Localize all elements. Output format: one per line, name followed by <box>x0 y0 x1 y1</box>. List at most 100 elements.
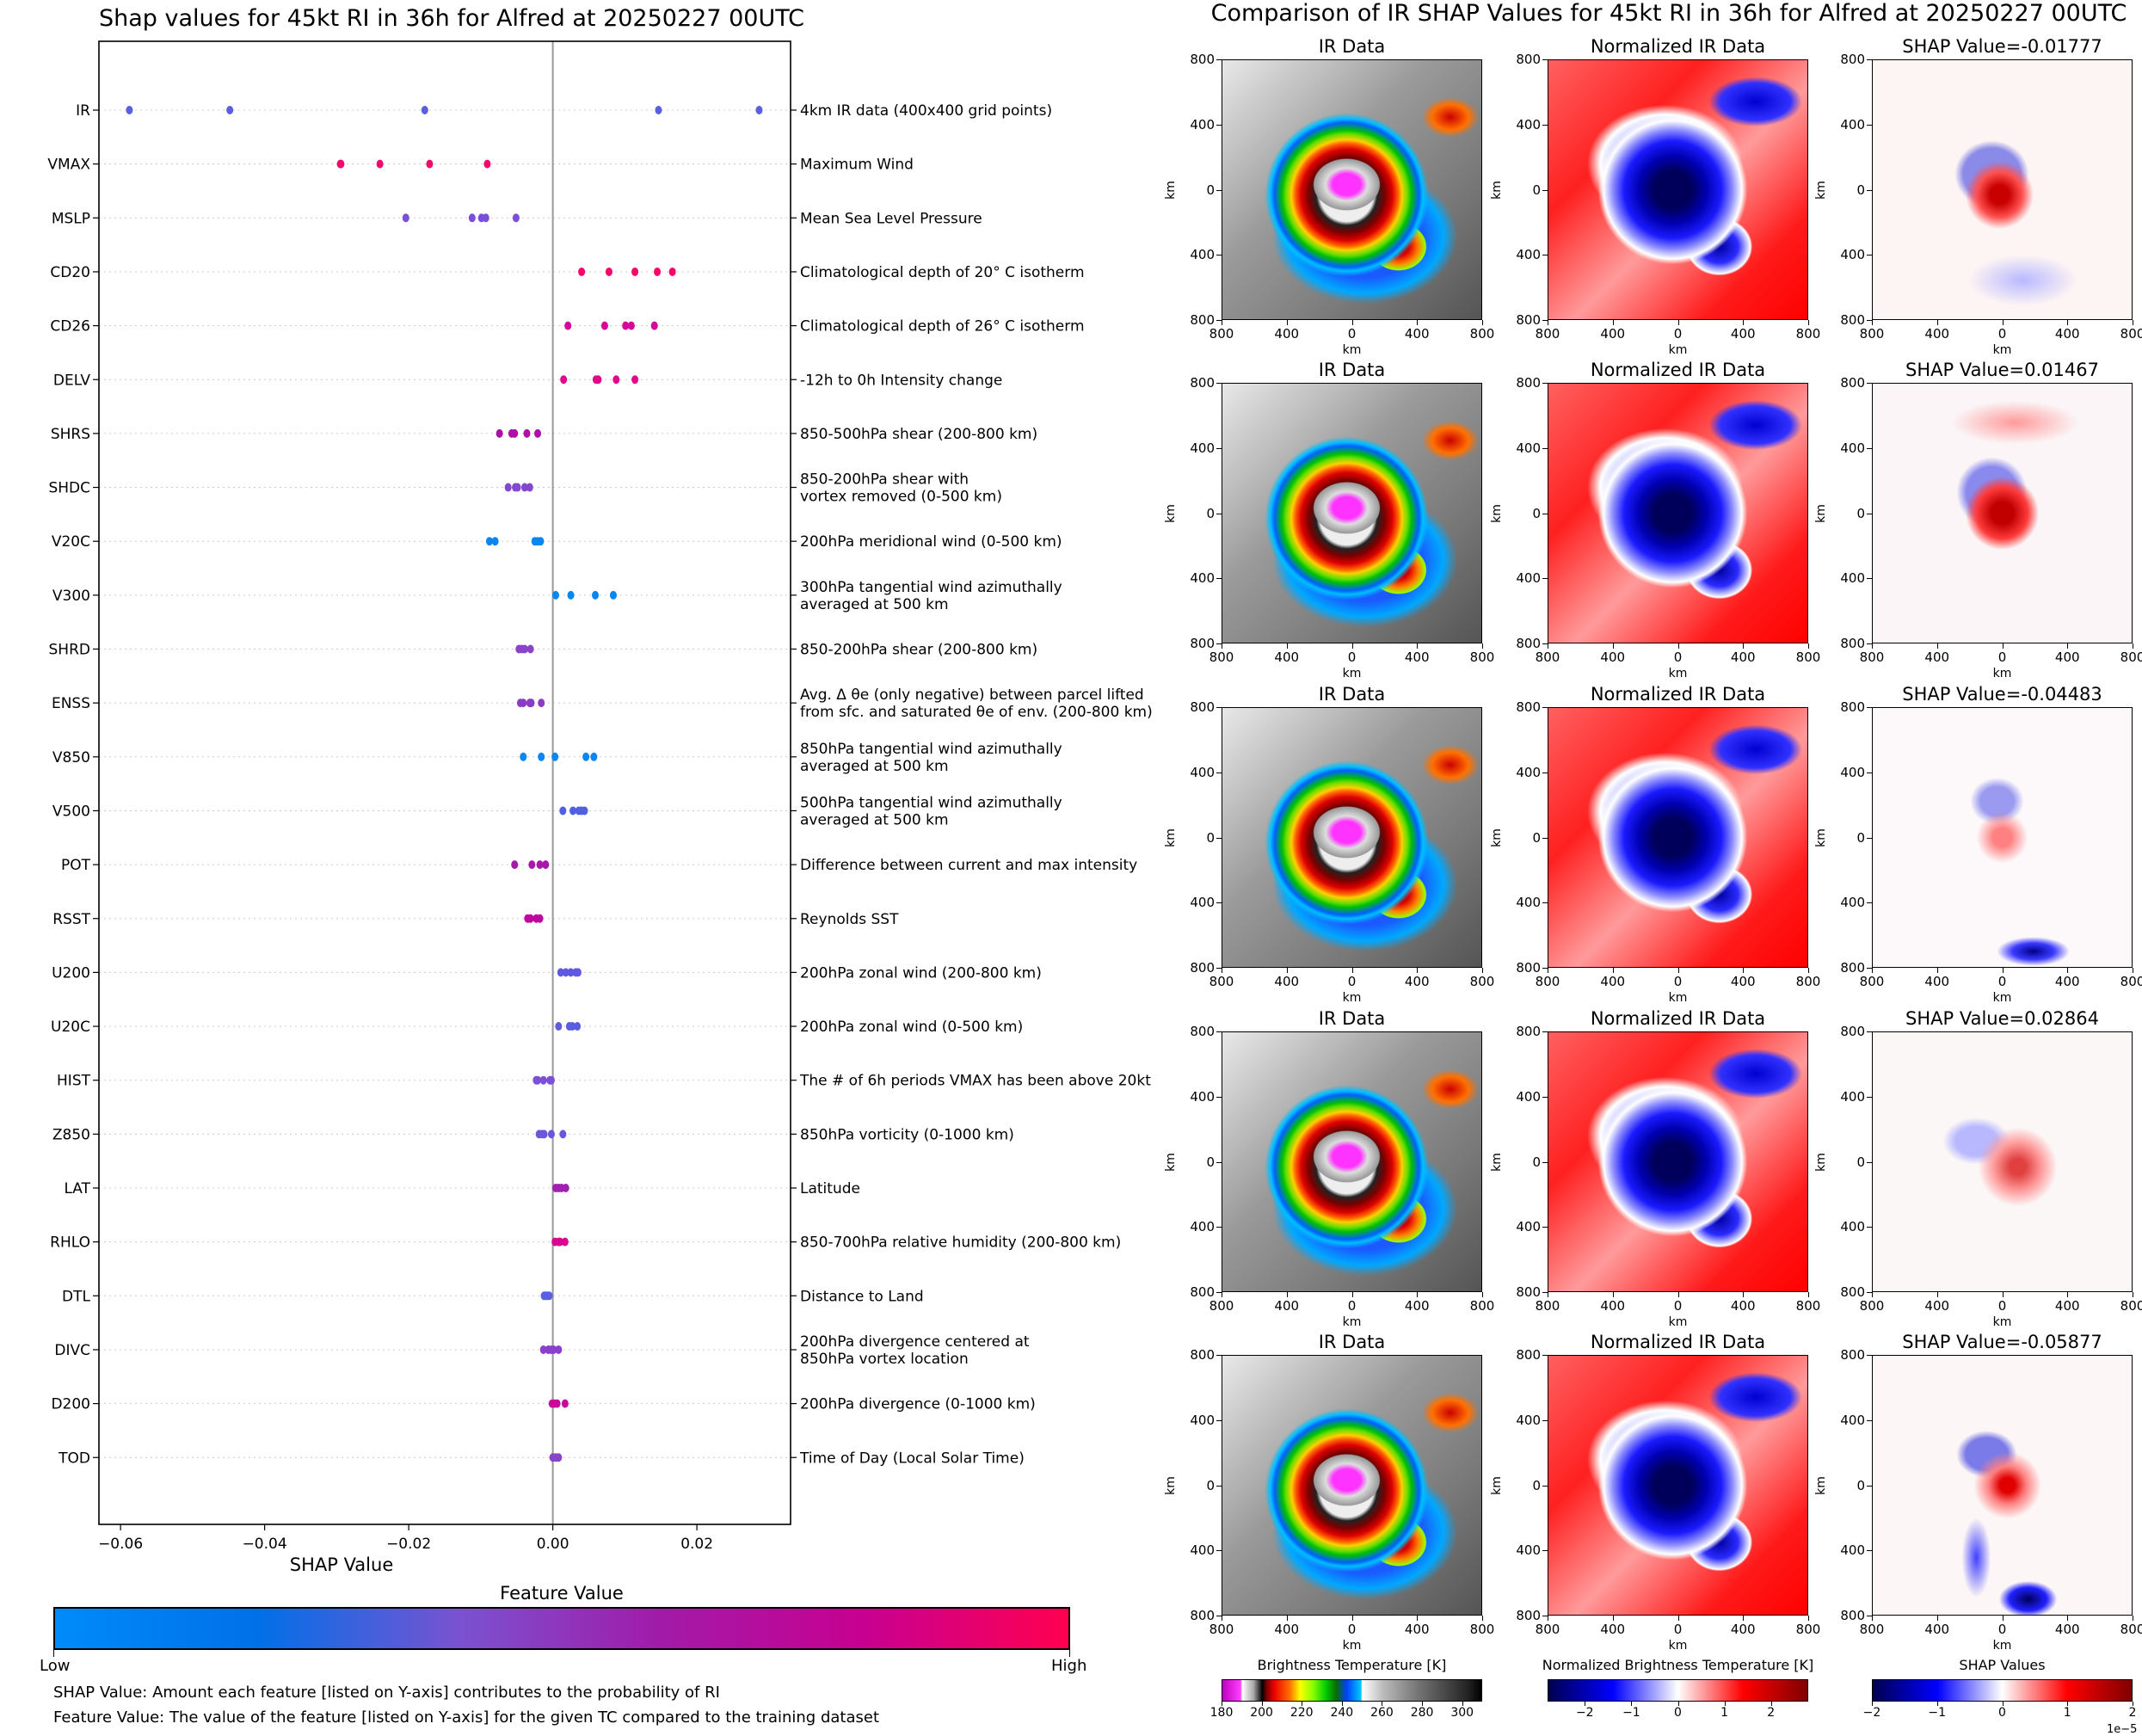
y-tick-label: 400 <box>1840 440 1865 456</box>
x-axis-label: km <box>1992 1639 2012 1653</box>
feature-label-cd20: CD20 <box>50 264 90 281</box>
normalized-ir-data-title: Normalized IR Data <box>1590 1332 1766 1352</box>
x-tick-label: 400 <box>1924 974 1950 989</box>
shap-point-v850 <box>582 752 590 761</box>
shap-point-rhlo <box>557 1237 563 1247</box>
y-tick <box>1542 707 1548 708</box>
shap-point-u20c <box>574 1022 582 1031</box>
right-figure-title: Comparison of IR SHAP Values for 45kt RI… <box>1210 0 2127 27</box>
y-tick <box>1867 1161 1872 1163</box>
colorbar-low-tick <box>53 1650 54 1657</box>
shap-point-cd26 <box>627 321 635 330</box>
y-tick <box>1542 1227 1548 1228</box>
feature-label-hist: HIST <box>57 1073 91 1090</box>
x-tick <box>1743 1616 1745 1621</box>
y-tick-label: 400 <box>1516 1088 1541 1105</box>
x-tick <box>1872 1616 1873 1621</box>
y-axis-label: km <box>1813 828 1828 847</box>
shap-point-pot <box>528 860 536 870</box>
y-tick-label: 400 <box>1840 895 1865 911</box>
normalized-ir-data-title: Normalized IR Data <box>1590 684 1766 705</box>
y-tick <box>1542 1355 1548 1356</box>
shap-point-ir <box>421 106 428 114</box>
y-tick-label: 800 <box>1516 312 1541 328</box>
colorbar-tick <box>2002 1702 2004 1706</box>
x-tick <box>1743 1292 1745 1297</box>
ir-data-title: IR Data <box>1318 1008 1386 1029</box>
x-tick-label: 400 <box>1600 326 1626 342</box>
x-tick-label: 0 <box>1673 649 1683 665</box>
x-axis-label: km <box>1992 1315 2012 1329</box>
y-tick <box>1542 1292 1548 1293</box>
shap-point-rsst <box>536 914 544 923</box>
y-tick-label: 400 <box>1190 570 1215 587</box>
feature-label-u20c: U20C <box>51 1019 90 1036</box>
x-tick <box>1417 320 1419 325</box>
x-tick-label: 800 <box>2120 974 2142 989</box>
y-tick-label: 0 <box>1206 505 1215 521</box>
y-tick-label: 400 <box>1190 1088 1215 1105</box>
y-tick <box>1542 643 1548 644</box>
shap-point-pot <box>511 860 519 870</box>
colorbar-tick-label: 0 <box>1998 1706 2006 1720</box>
y-tick-label: 400 <box>1190 440 1215 456</box>
x-tick-label: 400 <box>1274 1622 1300 1637</box>
shap-map-title: SHAP Value=-0.05877 <box>1902 1332 2102 1352</box>
y-tick <box>1867 1031 1872 1032</box>
y-tick <box>1542 383 1548 384</box>
x-tick <box>1743 643 1745 649</box>
colorbar-tick <box>1724 1702 1726 1706</box>
feature-label-u200: U200 <box>52 964 90 982</box>
shap-point-shdc <box>526 483 533 492</box>
feature-label-enss: ENSS <box>52 695 90 712</box>
x-tick-label: 400 <box>2054 649 2080 665</box>
x-tick <box>1612 320 1614 325</box>
feature-label-tod: TOD <box>58 1450 90 1467</box>
x-tick-label: 800 <box>1859 1622 1885 1637</box>
x-tick-label: 0 <box>1997 1622 2007 1637</box>
x-tick-label: 400 <box>1730 1298 1756 1314</box>
x-tick <box>1482 1616 1483 1621</box>
shap-point-delv <box>594 375 602 385</box>
y-tick <box>1867 578 1872 580</box>
shap-point-u200 <box>567 968 575 977</box>
shap-map-panel-2 <box>1872 383 2133 643</box>
y-tick-label: 0 <box>1856 182 1865 198</box>
shap-point-hist <box>534 1075 542 1085</box>
y-tick <box>1216 1096 1222 1098</box>
x-tick <box>2002 1292 2004 1297</box>
feature-description-d200: 200hPa divergence (0-1000 km) <box>800 1396 1036 1413</box>
shap-point-dtl <box>545 1291 553 1301</box>
y-tick <box>1216 902 1222 904</box>
feature-description-dtl: Distance to Land <box>800 1288 924 1305</box>
normalized-ir-data-title: Normalized IR Data <box>1590 1008 1766 1029</box>
colorbar-tick <box>1341 1702 1343 1706</box>
shap-point-v300 <box>609 590 617 600</box>
shap-point-lat <box>562 1184 569 1192</box>
y-tick <box>1867 837 1872 839</box>
colorbar-tick-label: −1 <box>1928 1706 1947 1720</box>
feature-label-lat: LAT <box>64 1180 90 1197</box>
y-tick <box>1542 1031 1548 1032</box>
colorbar-title: SHAP Values <box>1959 1657 2046 1673</box>
y-tick <box>1216 124 1222 126</box>
ir-data-panel-1 <box>1222 59 1482 320</box>
colorbar-title: Brightness Temperature [K] <box>1257 1657 1447 1673</box>
y-tick-label: 800 <box>1516 699 1541 715</box>
x-tick-label: 800 <box>1469 1298 1495 1314</box>
feature-label-shdc: SHDC <box>48 480 90 497</box>
feature-label-v500: V500 <box>52 803 90 820</box>
y-tick-label: 800 <box>1190 1284 1215 1300</box>
ir-data-panel-5 <box>1222 1355 1482 1616</box>
x-tick <box>2067 1292 2069 1297</box>
shap-point-u200 <box>557 968 564 977</box>
ir-data-panel-3 <box>1222 707 1482 968</box>
shap-point-cd26 <box>600 321 608 330</box>
shap-point-cd26 <box>564 321 572 330</box>
shap-point-v850 <box>520 752 527 761</box>
y-tick <box>1216 383 1222 384</box>
x-tick-label: 800 <box>2120 326 2142 342</box>
x-tick-label: 0 <box>1997 326 2007 342</box>
x-tick-label: 800 <box>1209 1298 1234 1314</box>
shap-point-cd20 <box>668 267 676 276</box>
